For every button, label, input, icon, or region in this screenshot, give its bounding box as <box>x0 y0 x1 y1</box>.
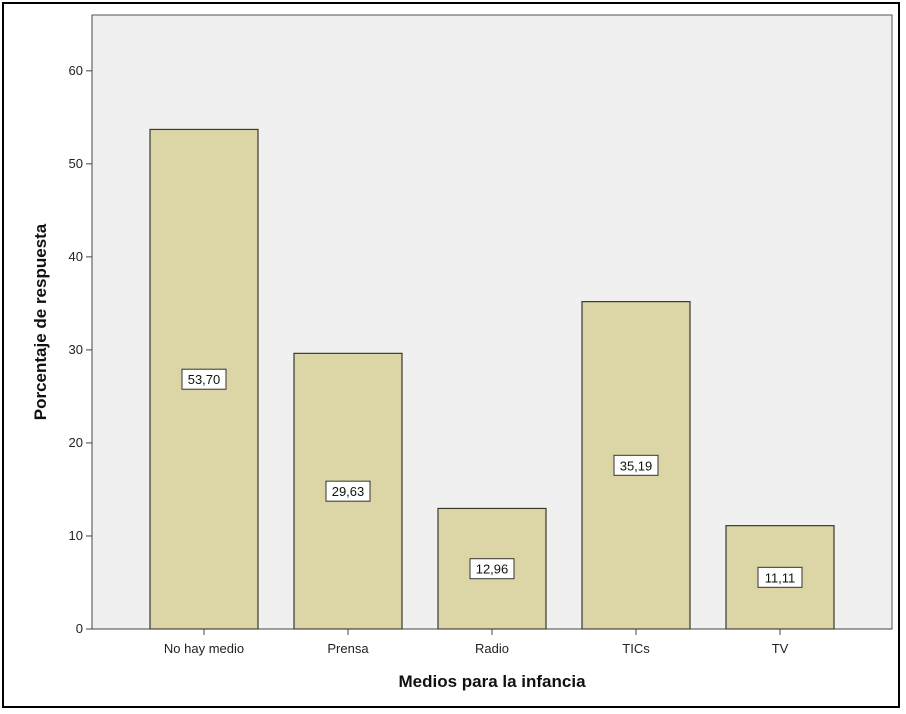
y-tick-label: 20 <box>69 435 83 450</box>
x-tick-label: Prensa <box>327 641 369 656</box>
data-label: 29,63 <box>332 484 365 499</box>
data-label-box <box>757 566 803 588</box>
x-tick-label: No hay medio <box>164 641 244 656</box>
bars-group: 53,70 29,63 12,96 35,19 11,11 <box>149 128 835 630</box>
data-label-box <box>181 368 227 390</box>
data-label-box <box>325 480 371 502</box>
x-axis-title: Medios para la infancia <box>398 672 586 691</box>
y-tick-label: 10 <box>69 528 83 543</box>
x-tick-label: TV <box>772 641 789 656</box>
y-tick-label: 30 <box>69 342 83 357</box>
data-label: 35,19 <box>620 458 653 473</box>
x-tick-label: Radio <box>475 641 509 656</box>
data-label: 12,96 <box>476 562 509 577</box>
data-label-box <box>613 454 659 476</box>
y-axis-title: Porcentaje de respuesta <box>31 223 50 420</box>
x-tick-label: TICs <box>622 641 650 656</box>
x-axis: No hay medio Prensa Radio TICs TV <box>92 628 892 656</box>
y-tick-label: 40 <box>69 249 83 264</box>
y-axis: 0 10 20 30 40 50 60 <box>69 15 93 636</box>
data-label: 53,70 <box>188 372 221 387</box>
y-tick-label: 60 <box>69 63 83 78</box>
y-tick-label: 50 <box>69 156 83 171</box>
data-label-box <box>469 558 515 580</box>
data-label: 11,11 <box>765 570 796 585</box>
y-tick-label: 0 <box>76 621 83 636</box>
